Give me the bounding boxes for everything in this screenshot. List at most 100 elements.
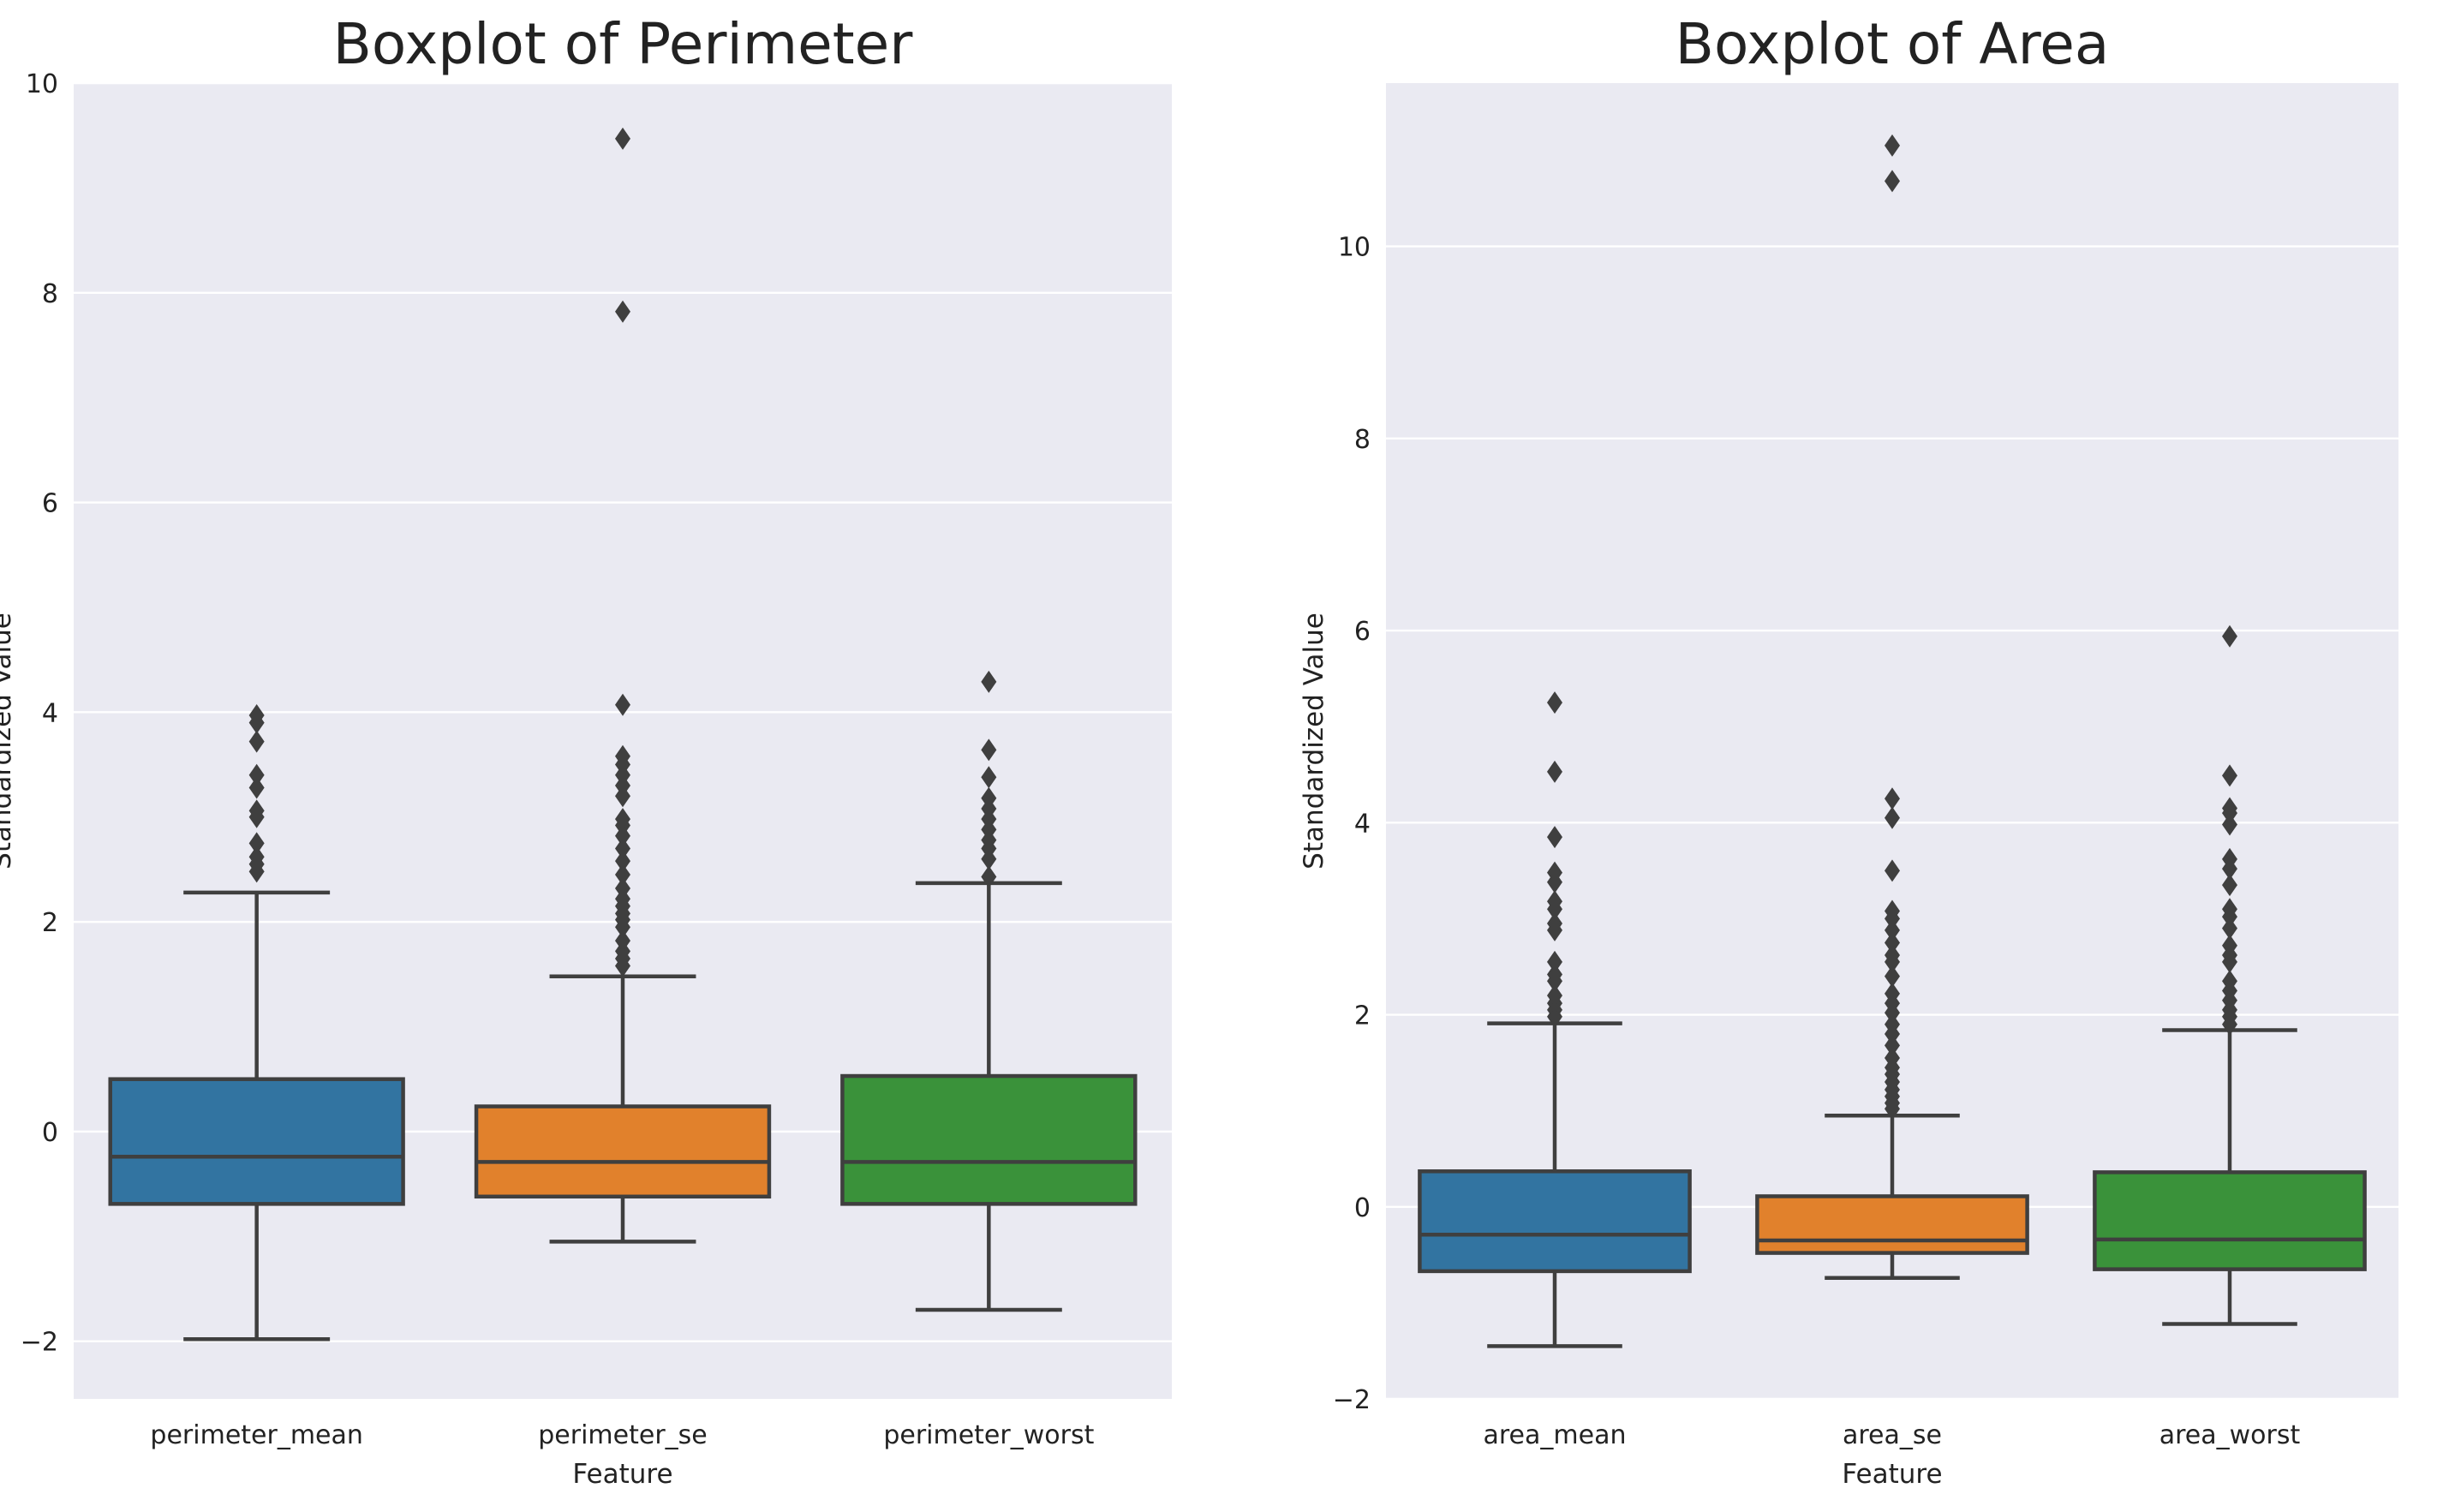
x-tick-labels: area_mean area_se area_worst	[1484, 1420, 2301, 1450]
x-tick-labels: perimeter_mean perimeter_se perimeter_wors…	[150, 1420, 1094, 1450]
outlier-point	[615, 744, 630, 768]
outlier-point	[248, 776, 265, 799]
y-tick-label: 0	[1354, 1193, 1371, 1223]
iqr-box	[2093, 1170, 2367, 1271]
y-tick-label: 4	[42, 698, 58, 728]
outlier-point	[2222, 847, 2237, 870]
outlier-point	[1885, 982, 1900, 1005]
outlier-point	[981, 738, 997, 762]
outlier-point	[2222, 898, 2237, 921]
y-tick-label: 10	[26, 69, 58, 99]
iqr-box	[474, 1104, 772, 1199]
y-tick-label: 2	[42, 908, 58, 938]
chart-title: Boxplot of Perimeter	[333, 11, 914, 77]
outlier-point	[248, 846, 265, 869]
iqr-box	[1418, 1169, 1692, 1274]
outlier-point	[1885, 1034, 1900, 1057]
outlier-point	[981, 865, 997, 888]
box-perimeter_mean	[108, 704, 405, 1342]
outlier-point	[1885, 1013, 1900, 1036]
outlier-point	[1547, 890, 1562, 913]
y-tick-labels: −2 0 2 4 6 8 10	[1333, 233, 1371, 1415]
box-marks	[108, 127, 1138, 1342]
outlier-point	[248, 832, 265, 855]
outlier-point	[615, 929, 630, 953]
outlier-point	[1885, 806, 1900, 829]
outlier-point	[981, 670, 997, 693]
outlier-point	[248, 730, 265, 753]
outlier-point	[1547, 950, 1562, 973]
outlier-point	[2222, 797, 2237, 820]
box-perimeter_worst	[840, 670, 1138, 1312]
outlier-point	[1885, 944, 1900, 967]
box-area_se	[1755, 134, 2029, 1280]
outlier-point	[2222, 874, 2237, 897]
outlier-point	[1547, 760, 1562, 783]
outlier-point	[1547, 826, 1562, 849]
iqr-box	[840, 1073, 1138, 1206]
outlier-point	[1547, 984, 1562, 1007]
outlier-point	[615, 850, 630, 873]
outlier-point	[248, 704, 265, 727]
outlier-point	[615, 693, 630, 716]
outlier-point	[2222, 934, 2237, 957]
y-axis-label: Standardized Value	[1299, 613, 1329, 870]
y-tick-label: 4	[1354, 809, 1371, 839]
y-tick-label: 6	[42, 489, 58, 519]
outlier-point	[1885, 918, 1900, 941]
outlier-point	[615, 127, 630, 150]
outlier-point	[1885, 899, 1900, 923]
outlier-point	[615, 864, 630, 887]
iqr-box	[108, 1077, 405, 1206]
outlier-point	[2222, 813, 2237, 836]
y-tick-labels: −2 0 2 4 6 8 10	[21, 69, 58, 1358]
y-tick-label: 8	[42, 279, 58, 309]
outlier-point	[2222, 764, 2237, 787]
box-perimeter_se	[474, 127, 772, 1244]
x-tick-label: perimeter_mean	[150, 1420, 362, 1450]
outlier-point	[248, 763, 265, 786]
outlier-point	[1885, 1046, 1900, 1069]
y-tick-label: 6	[1354, 617, 1371, 647]
outlier-point	[1547, 691, 1562, 714]
outlier-point	[2222, 917, 2237, 940]
y-tick-label: 8	[1354, 425, 1371, 455]
area-boxplot-chart: −2 0 2 4 6 8 10 area_mean area_se area_worst Box…	[1299, 11, 2398, 1490]
y-tick-label: 2	[1354, 1001, 1371, 1031]
outlier-point	[2222, 970, 2237, 993]
x-tick-label: area_mean	[1484, 1420, 1627, 1450]
outlier-point	[1885, 965, 1900, 988]
x-tick-label: area_se	[1843, 1420, 1942, 1450]
outlier-point	[1547, 963, 1562, 986]
outlier-point	[1885, 931, 1900, 954]
box-area_worst	[2093, 625, 2367, 1326]
outlier-point	[615, 808, 630, 831]
outlier-point	[615, 300, 630, 323]
y-tick-label: −2	[1333, 1385, 1371, 1415]
outlier-point	[1547, 912, 1562, 935]
outlier-point	[1547, 861, 1562, 884]
y-tick-label: 10	[1338, 233, 1371, 263]
x-tick-label: area_worst	[2159, 1420, 2301, 1450]
x-tick-label: perimeter_se	[538, 1420, 708, 1450]
x-tick-label: perimeter_worst	[883, 1420, 1094, 1450]
outlier-point	[1885, 134, 1900, 157]
y-tick-label: 0	[42, 1118, 58, 1148]
outlier-point	[2222, 625, 2237, 648]
outlier-point	[615, 837, 630, 860]
x-axis-label: Feature	[572, 1459, 672, 1490]
iqr-box	[1755, 1194, 2029, 1255]
x-axis-label: Feature	[1842, 1459, 1942, 1490]
y-axis-label: Standardized Value	[0, 613, 17, 870]
outlier-point	[1885, 787, 1900, 810]
chart-title: Boxplot of Area	[1676, 11, 2110, 77]
y-tick-label: −2	[21, 1328, 58, 1358]
box-area_mean	[1418, 691, 1692, 1348]
outlier-point	[1885, 859, 1900, 882]
outlier-point	[981, 766, 997, 789]
outlier-point	[981, 786, 997, 810]
outlier-point	[1885, 170, 1900, 193]
outlier-point	[615, 876, 630, 899]
